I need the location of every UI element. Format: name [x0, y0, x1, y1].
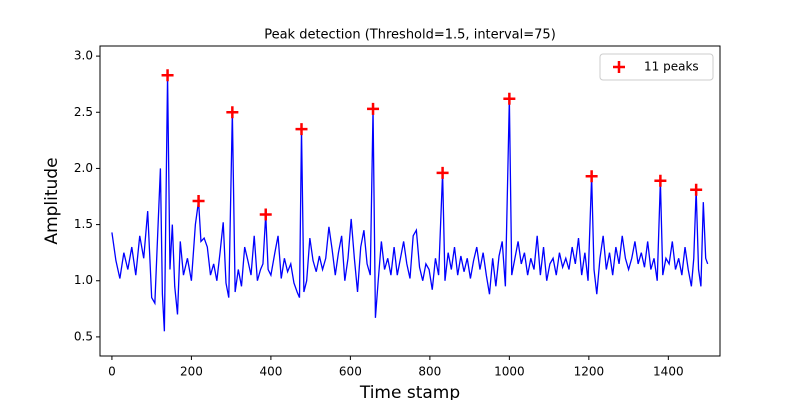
legend-label: 11 peaks	[644, 60, 699, 74]
y-tick-label: 2.5	[74, 105, 93, 119]
peak-marker	[367, 102, 380, 115]
peak-marker	[161, 69, 174, 82]
y-tick-label: 3.0	[74, 49, 93, 63]
legend-marker	[613, 61, 625, 73]
plot-frame	[99, 45, 721, 357]
x-axis-label: Time stamp	[359, 383, 460, 400]
x-tick-label: 0	[108, 365, 116, 379]
peak-marker	[436, 166, 449, 179]
peak-marker	[654, 174, 667, 187]
y-tick-label: 0.5	[74, 329, 93, 343]
peak-marker	[585, 170, 598, 183]
signal-line	[111, 75, 709, 332]
x-tick-label: 1400	[653, 365, 684, 379]
x-tick-label: 400	[259, 365, 282, 379]
x-tick-label: 600	[339, 365, 362, 379]
y-tick-label: 2.0	[74, 161, 93, 175]
x-tick-label: 800	[418, 365, 441, 379]
y-axis-label: Amplitude	[42, 157, 62, 244]
peak-marker	[690, 183, 703, 196]
x-tick-label: 200	[180, 365, 203, 379]
x-tick-label: 1200	[574, 365, 605, 379]
peak-marker	[503, 92, 516, 105]
y-tick-label: 1.0	[74, 273, 93, 287]
y-tick-label: 1.5	[74, 217, 93, 231]
chart-title: Peak detection (Threshold=1.5, interval=…	[264, 28, 556, 43]
x-tick-label: 1000	[494, 365, 525, 379]
peak-marker	[259, 208, 272, 221]
peak-marker	[192, 195, 205, 207]
peak-marker	[295, 123, 308, 136]
legend-box	[599, 53, 714, 81]
peak-marker	[226, 106, 239, 119]
